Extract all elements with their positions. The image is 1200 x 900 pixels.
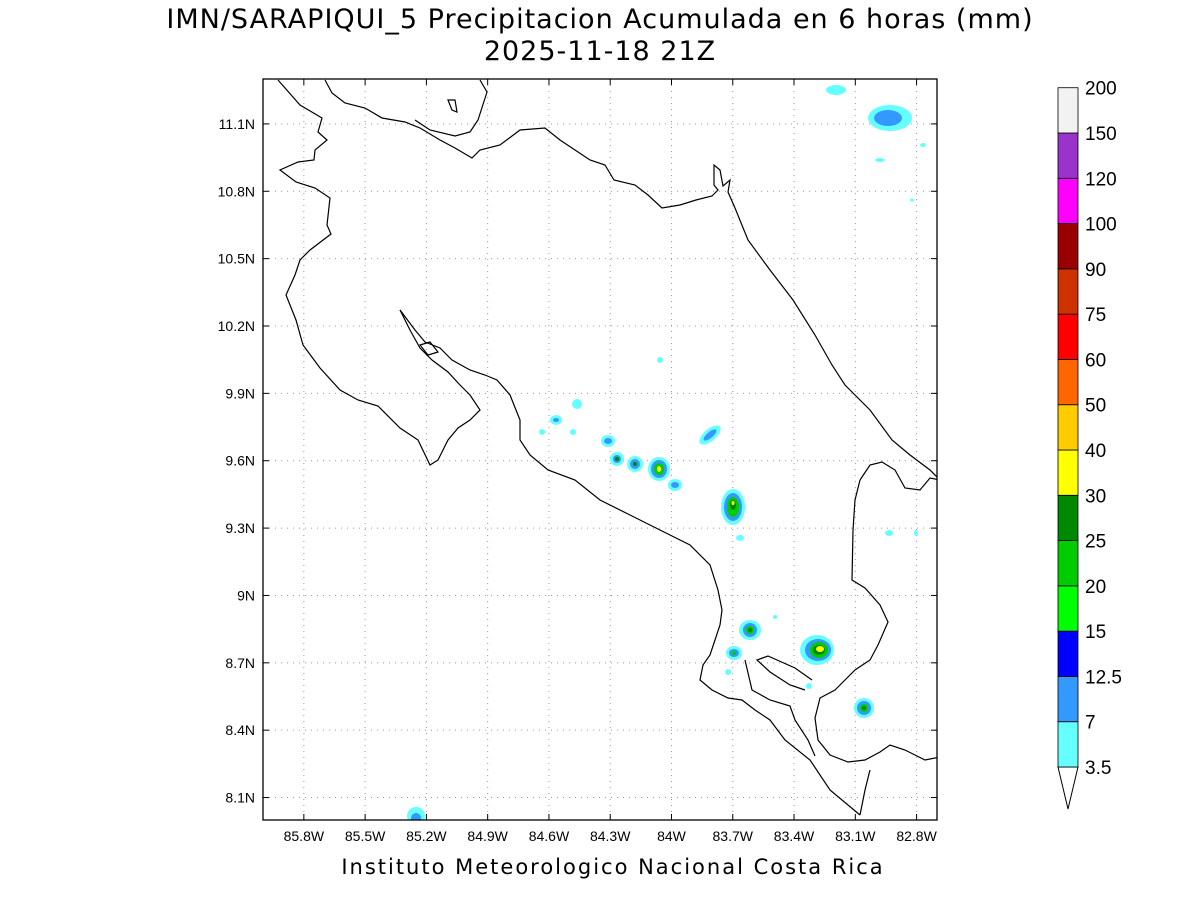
colorbar-swatch	[1057, 404, 1079, 451]
colorbar-swatch	[1057, 268, 1079, 315]
colorbar-label: 50	[1085, 396, 1106, 417]
x-tick-label: 84.6W	[529, 828, 570, 844]
colorbar-swatch	[1057, 223, 1079, 270]
colorbar-swatch	[1057, 721, 1079, 768]
colorbar-label: 20	[1085, 577, 1106, 598]
x-tick-label: 82.8W	[896, 828, 937, 844]
colorbar-label: 90	[1085, 260, 1106, 281]
colorbar-label: 40	[1085, 441, 1106, 462]
y-tick-label: 9.3N	[225, 520, 255, 536]
x-tick-label: 85.8W	[284, 828, 325, 844]
footer-credit: Instituto Meteorologico Nacional Costa R…	[341, 855, 885, 879]
y-tick-label: 10.8N	[218, 183, 255, 199]
x-tick-label: 83.1W	[835, 828, 876, 844]
y-tick-label: 8.7N	[225, 655, 255, 671]
y-tick-label: 11.1N	[219, 116, 255, 132]
x-tick-label: 84.9W	[467, 828, 508, 844]
colorbar-swatch	[1057, 359, 1079, 406]
colorbar-label: 3.5	[1085, 758, 1111, 779]
y-tick-label: 8.1N	[225, 790, 255, 806]
x-tick-label: 85.2W	[406, 828, 447, 844]
colorbar-label: 25	[1085, 532, 1106, 553]
colorbar-label: 15	[1085, 622, 1106, 643]
colorbar-swatch	[1057, 313, 1079, 360]
colorbar-label: 200	[1085, 79, 1117, 100]
colorbar-swatch	[1057, 449, 1079, 496]
x-tick-label: 85.5W	[345, 828, 386, 844]
y-axis: 11.1N 10.8N 10.5N 10.2N 9.9N 9.6N 9.3N 9N 8.7N 8.…	[218, 116, 937, 806]
y-tick-label: 8.4N	[225, 722, 255, 738]
colorbar-swatch	[1057, 630, 1079, 677]
chart-title: IMN/SARAPIQUI_5 Precipitacion Acumulada …	[166, 4, 1034, 35]
y-tick-label: 9.6N	[225, 453, 255, 469]
colorbar-swatch	[1057, 87, 1079, 134]
colorbar-swatch	[1057, 494, 1079, 541]
colorbar: 3.5 7 12.5 15 20 25 30 40 50 60 75 90 100 120 150 200	[1057, 79, 1122, 810]
colorbar-label: 30	[1085, 486, 1106, 507]
colorbar-label: 75	[1085, 305, 1106, 326]
x-tick-label: 83.4W	[774, 828, 815, 844]
x-axis: 85.8W 85.5W 85.2W 84.9W 84.6W 84.3W 84W 83.7W 83…	[284, 79, 938, 844]
colorbar-swatch	[1057, 540, 1079, 587]
x-tick-label: 84W	[657, 828, 687, 844]
y-tick-label: 9N	[237, 587, 255, 603]
x-tick-label: 83.7W	[713, 828, 754, 844]
colorbar-swatch	[1057, 676, 1079, 723]
colorbar-label: 100	[1085, 215, 1117, 236]
colorbar-swatch	[1057, 132, 1079, 179]
colorbar-swatch	[1057, 585, 1079, 632]
map-grid	[263, 79, 937, 820]
precipitation-field	[407, 85, 926, 820]
colorbar-extend-min	[1057, 766, 1079, 810]
colorbar-swatch	[1057, 177, 1079, 224]
colorbar-label: 60	[1085, 350, 1106, 371]
x-tick-label: 84.3W	[590, 828, 631, 844]
colorbar-label: 7	[1085, 713, 1096, 734]
map-frame	[262, 78, 938, 821]
y-tick-label: 10.5N	[218, 251, 255, 267]
colorbar-label: 150	[1085, 124, 1117, 145]
y-tick-label: 9.9N	[225, 385, 255, 401]
coastline	[277, 79, 937, 816]
colorbar-label: 12.5	[1085, 667, 1122, 688]
y-tick-label: 10.2N	[218, 318, 255, 334]
colorbar-label: 120	[1085, 169, 1117, 190]
chart-timestamp: 2025-11-18 21Z	[483, 36, 717, 67]
